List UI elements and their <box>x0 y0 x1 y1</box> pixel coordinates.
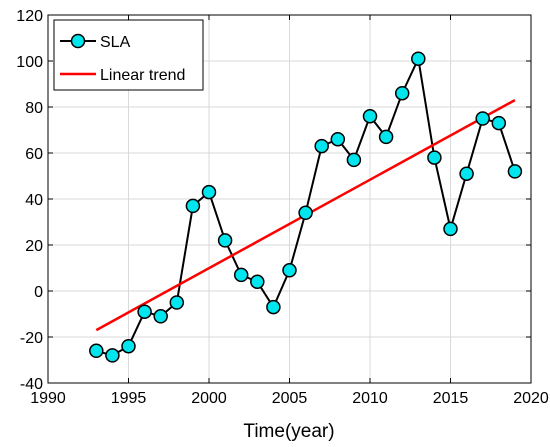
sla-point <box>507 164 523 179</box>
x-tick-label: 2010 <box>352 390 388 407</box>
y-tick-label: 100 <box>16 54 43 71</box>
sla-point <box>201 184 217 200</box>
x-axis-title: Time(year) <box>243 421 334 442</box>
legend-box <box>53 19 204 91</box>
legend: SLA Linear trend <box>53 19 204 91</box>
y-tick-label: -40 <box>20 376 43 393</box>
x-tick-label: 2020 <box>513 390 549 407</box>
sla-point <box>185 198 201 214</box>
x-tick-label: 2005 <box>272 390 308 407</box>
sla-point <box>362 108 378 124</box>
sla-point <box>105 348 120 363</box>
sla-point <box>346 152 362 168</box>
sla-point <box>169 295 185 310</box>
sla-point <box>330 131 346 147</box>
legend-trend-label: Linear trend <box>100 67 185 84</box>
sla-point <box>250 274 265 290</box>
x-tick-label: 1990 <box>30 390 66 407</box>
sla-point <box>459 166 474 181</box>
y-tick-label: 60 <box>25 146 43 163</box>
y-tick-label: 80 <box>25 100 43 117</box>
sla-point <box>491 115 507 131</box>
series-layer <box>89 51 523 363</box>
sla-point <box>217 233 233 248</box>
axis-ticks: 1990 1995 2000 2005 2010 2015 2020 -40 -20 0 20 40 6… <box>16 8 549 407</box>
sla-point <box>266 299 281 315</box>
y-tick-label: 40 <box>25 192 43 209</box>
legend-sla-marker <box>70 33 86 49</box>
sla-point <box>153 309 168 324</box>
legend-sla-label: SLA <box>100 34 131 51</box>
sla-point <box>411 51 426 66</box>
sla-point <box>137 304 152 319</box>
sla-point <box>475 111 490 126</box>
y-tick-label: 0 <box>34 284 43 301</box>
y-tick-label: -20 <box>20 330 43 347</box>
sla-point <box>427 150 442 165</box>
x-tick-label: 2000 <box>191 390 227 407</box>
sla-point <box>314 138 329 154</box>
sla-point <box>282 263 297 278</box>
x-tick-label: 1995 <box>111 390 147 407</box>
sla-point <box>121 338 136 354</box>
sla-point <box>378 129 394 145</box>
y-tick-label: 20 <box>25 238 43 255</box>
sla-point <box>298 205 313 221</box>
sla-point <box>233 267 249 283</box>
sla-point <box>89 343 104 359</box>
sla-point <box>443 221 458 237</box>
y-tick-label: 120 <box>16 8 43 25</box>
x-tick-label: 2015 <box>433 390 469 407</box>
sla-point <box>394 85 410 101</box>
